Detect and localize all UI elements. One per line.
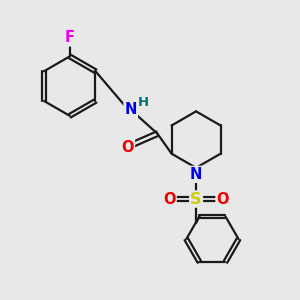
Text: F: F [65,30,75,45]
Text: O: O [122,140,134,154]
Text: O: O [163,191,176,206]
Text: O: O [217,191,229,206]
Text: N: N [124,102,137,117]
Text: H: H [138,96,149,109]
Text: N: N [190,167,202,182]
Text: S: S [190,191,202,206]
